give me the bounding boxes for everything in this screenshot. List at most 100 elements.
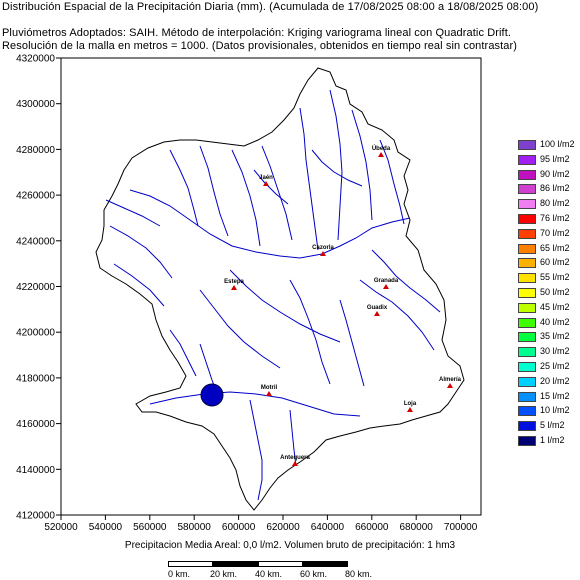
scale-label-20: 20 km. (210, 569, 238, 579)
river-west-3 (105, 199, 161, 227)
river-main (129, 189, 411, 259)
x-tick-label: 520000 (44, 522, 78, 533)
legend-item: 90 l/m2 (518, 169, 578, 180)
legend-label: 25 l/m2 (540, 361, 570, 371)
precipitation-blob (200, 383, 224, 407)
legend-item: 86 l/m2 (518, 183, 578, 195)
city-marker-icon (320, 251, 326, 256)
legend-item: 1 l/m2 (518, 435, 578, 446)
city-label: Jaén (259, 175, 273, 181)
river-north-3 (231, 149, 261, 247)
legend-swatch (518, 332, 536, 343)
city-label: Antequera (280, 455, 310, 461)
title-line-2: Pluviómetros Adoptados: SAIH. Método de … (2, 27, 512, 39)
legend-item: 65 l/m2 (518, 242, 578, 254)
legend-swatch (518, 376, 536, 387)
legend-item: 70 l/m2 (518, 227, 578, 239)
city-marker-icon (231, 285, 237, 290)
legend-item: 100 l/m2 (518, 139, 578, 150)
x-tick-label: 680000 (400, 522, 434, 533)
legend-label: 70 l/m2 (540, 227, 570, 238)
x-tick-label: 560000 (133, 522, 167, 533)
river-north-6 (329, 89, 343, 241)
city-label: Motril (261, 385, 278, 391)
river-west-1 (109, 225, 173, 279)
legend-swatch (518, 362, 536, 372)
river-south-1 (149, 391, 361, 417)
x-tick-label: 620000 (266, 522, 300, 533)
legend-item: 55 l/m2 (518, 272, 578, 284)
legend-label: 76 l/m2 (540, 213, 570, 223)
river-center-3 (289, 279, 331, 385)
legend-label: 30 l/m2 (540, 346, 570, 357)
legend-swatch (518, 436, 536, 446)
legend-label: 35 l/m2 (540, 331, 570, 342)
scale-seg-3 (258, 561, 303, 567)
legend-swatch (518, 184, 536, 195)
x-tick-label: 660000 (355, 522, 389, 533)
river-center-2 (199, 289, 281, 369)
legend-label: 40 l/m2 (540, 316, 570, 327)
x-tick-label: 540000 (89, 522, 123, 533)
y-tick-label: 4320000 (16, 54, 55, 65)
city-label: Almería (439, 377, 462, 383)
river-north-2 (199, 145, 229, 237)
city-label: Loja (404, 401, 417, 407)
scale-label-0: 0 km. (168, 569, 191, 579)
legend-swatch (518, 199, 536, 210)
y-tick-label: 4160000 (16, 419, 55, 430)
title-line-1: Distribución Espacial de la Precipitació… (2, 1, 539, 13)
x-tick-label: 580000 (178, 522, 212, 533)
legend-label: 5 l/m2 (540, 420, 565, 431)
city-marker-icon (407, 407, 413, 412)
river-north-1 (169, 149, 199, 227)
legend-item: 40 l/m2 (518, 316, 578, 328)
legend-swatch (518, 391, 536, 402)
x-tick-label: 600000 (222, 522, 256, 533)
legend-item: 45 l/m2 (518, 302, 578, 313)
legend-swatch (518, 421, 536, 432)
legend-swatch (518, 347, 536, 358)
legend-label: 65 l/m2 (540, 242, 570, 253)
x-tick-label: 700000 (444, 522, 478, 533)
legend-item: 10 l/m2 (518, 405, 578, 417)
legend-label: 100 l/m2 (540, 139, 575, 149)
scale-label-80: 80 km. (345, 569, 373, 579)
city-marker-icon (266, 391, 272, 396)
city-label: Estepa (224, 279, 244, 285)
legend-label: 60 l/m2 (540, 257, 570, 268)
scale-label-60: 60 km. (300, 569, 328, 579)
y-tick-label: 4120000 (16, 511, 55, 522)
legend-swatch (518, 288, 536, 298)
legend-item: 35 l/m2 (518, 331, 578, 343)
city-marker-icon (447, 383, 453, 388)
legend-item: 15 l/m2 (518, 390, 578, 402)
title-line-3: Resolución de la malla en metros = 1000.… (2, 40, 518, 52)
river-sw-1 (169, 329, 197, 377)
legend-swatch (518, 228, 536, 239)
city-label: Cazorla (312, 245, 334, 251)
y-tick-label: 4240000 (16, 236, 55, 247)
city-marker-icon (263, 181, 269, 186)
city-label: Granada (374, 278, 399, 284)
city-marker-icon (378, 152, 384, 157)
y-tick-label: 4200000 (16, 328, 55, 339)
legend-swatch (518, 214, 536, 224)
legend-label: 50 l/m2 (540, 287, 570, 297)
legend-swatch (518, 302, 536, 313)
river-east-2 (371, 249, 441, 313)
y-tick-label: 4280000 (16, 145, 55, 156)
legend-label: 15 l/m2 (540, 390, 570, 401)
legend-item: 50 l/m2 (518, 287, 578, 298)
river-ne-1 (311, 149, 363, 187)
scale-label-40: 40 km. (255, 569, 283, 579)
y-tick-label: 4300000 (16, 99, 55, 110)
legend-swatch (518, 140, 536, 150)
legend-item: 60 l/m2 (518, 257, 578, 269)
legend-swatch (518, 273, 536, 284)
river-west-2 (113, 263, 165, 307)
scale-seg-1 (168, 561, 213, 567)
legend-swatch (518, 258, 536, 269)
y-tick-label: 4140000 (16, 465, 55, 476)
